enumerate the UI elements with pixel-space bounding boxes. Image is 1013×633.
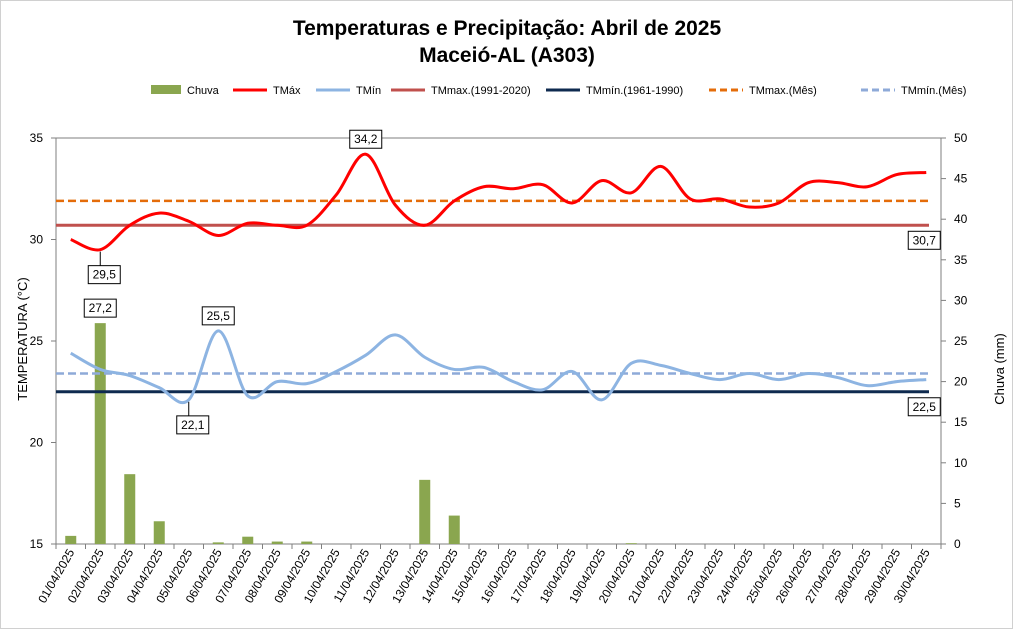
bar-chuva	[153, 521, 165, 544]
y2-tick-label: 25	[954, 334, 968, 348]
annotation-label: 22,5	[913, 400, 937, 414]
y2-axis-label: Chuva (mm)	[992, 333, 1007, 405]
annotation-label: 34,2	[354, 132, 378, 146]
bar-chuva	[242, 536, 254, 544]
legend: Chuva TMáx TMín TMmax.(1991-2020) TMmín.(196…	[151, 85, 966, 97]
legend-swatch-bar	[151, 85, 181, 94]
y2-tick-label: 5	[954, 496, 961, 510]
bar-chuva	[94, 323, 106, 544]
annotation-label: 27,2	[89, 301, 113, 315]
bar-chuva	[65, 535, 77, 544]
bar-chuva	[419, 479, 431, 544]
y-tick-label: 30	[30, 233, 44, 247]
y-tick-label: 15	[30, 537, 44, 551]
annotation-box	[87, 265, 121, 285]
bar-chuva	[212, 542, 224, 544]
annotation-label: 22,1	[181, 418, 205, 432]
legend-label: Chuva	[187, 85, 220, 97]
chart-subtitle: Maceió-AL (A303)	[419, 44, 595, 67]
line-tmax	[70, 152, 927, 252]
y-tick-label: 20	[30, 436, 44, 450]
bar-chuva	[301, 541, 313, 544]
legend-label: TMmín.(1961-1990)	[586, 85, 683, 97]
y2-tick-label: 20	[954, 375, 968, 389]
y-tick-label: 25	[30, 334, 44, 348]
legend-label: TMáx	[273, 85, 301, 97]
plot-border	[55, 137, 942, 545]
annotation-label: 25,5	[207, 309, 231, 323]
annotation-box	[349, 129, 383, 149]
y2-tick-label: 15	[954, 415, 968, 429]
annotation-box	[176, 415, 210, 435]
chart-title: Temperaturas e Precipitação: Abril de 20…	[293, 17, 722, 40]
plot-area: 15202530350510152025303540455001/04/2025…	[30, 129, 968, 606]
bar-chuva	[271, 541, 283, 544]
legend-label: TMmín.(Mês)	[901, 85, 966, 97]
y2-tick-label: 35	[954, 253, 968, 267]
annotation-label: 30,7	[913, 233, 937, 247]
legend-label: TMmax.(Mês)	[749, 85, 817, 97]
y-axis-label: TEMPERATURA (°C)	[15, 277, 30, 400]
bar-chuva	[625, 543, 637, 544]
legend-label: TMín	[356, 85, 381, 97]
bar-chuva	[124, 474, 136, 544]
y2-tick-label: 50	[954, 131, 968, 145]
y2-tick-label: 0	[954, 537, 961, 551]
bar-chuva	[448, 515, 460, 544]
y2-tick-label: 40	[954, 212, 968, 226]
annotation-box	[907, 397, 941, 417]
y2-tick-label: 30	[954, 293, 968, 307]
line-tmin	[70, 329, 927, 405]
annotation-box	[907, 230, 941, 250]
annotation-label: 29,5	[93, 268, 117, 282]
legend-label: TMmax.(1991-2020)	[431, 85, 531, 97]
y2-tick-label: 45	[954, 172, 968, 186]
y2-tick-label: 10	[954, 456, 968, 470]
annotation-box	[201, 306, 235, 326]
y-tick-label: 35	[30, 131, 44, 145]
annotation-box	[83, 298, 117, 318]
